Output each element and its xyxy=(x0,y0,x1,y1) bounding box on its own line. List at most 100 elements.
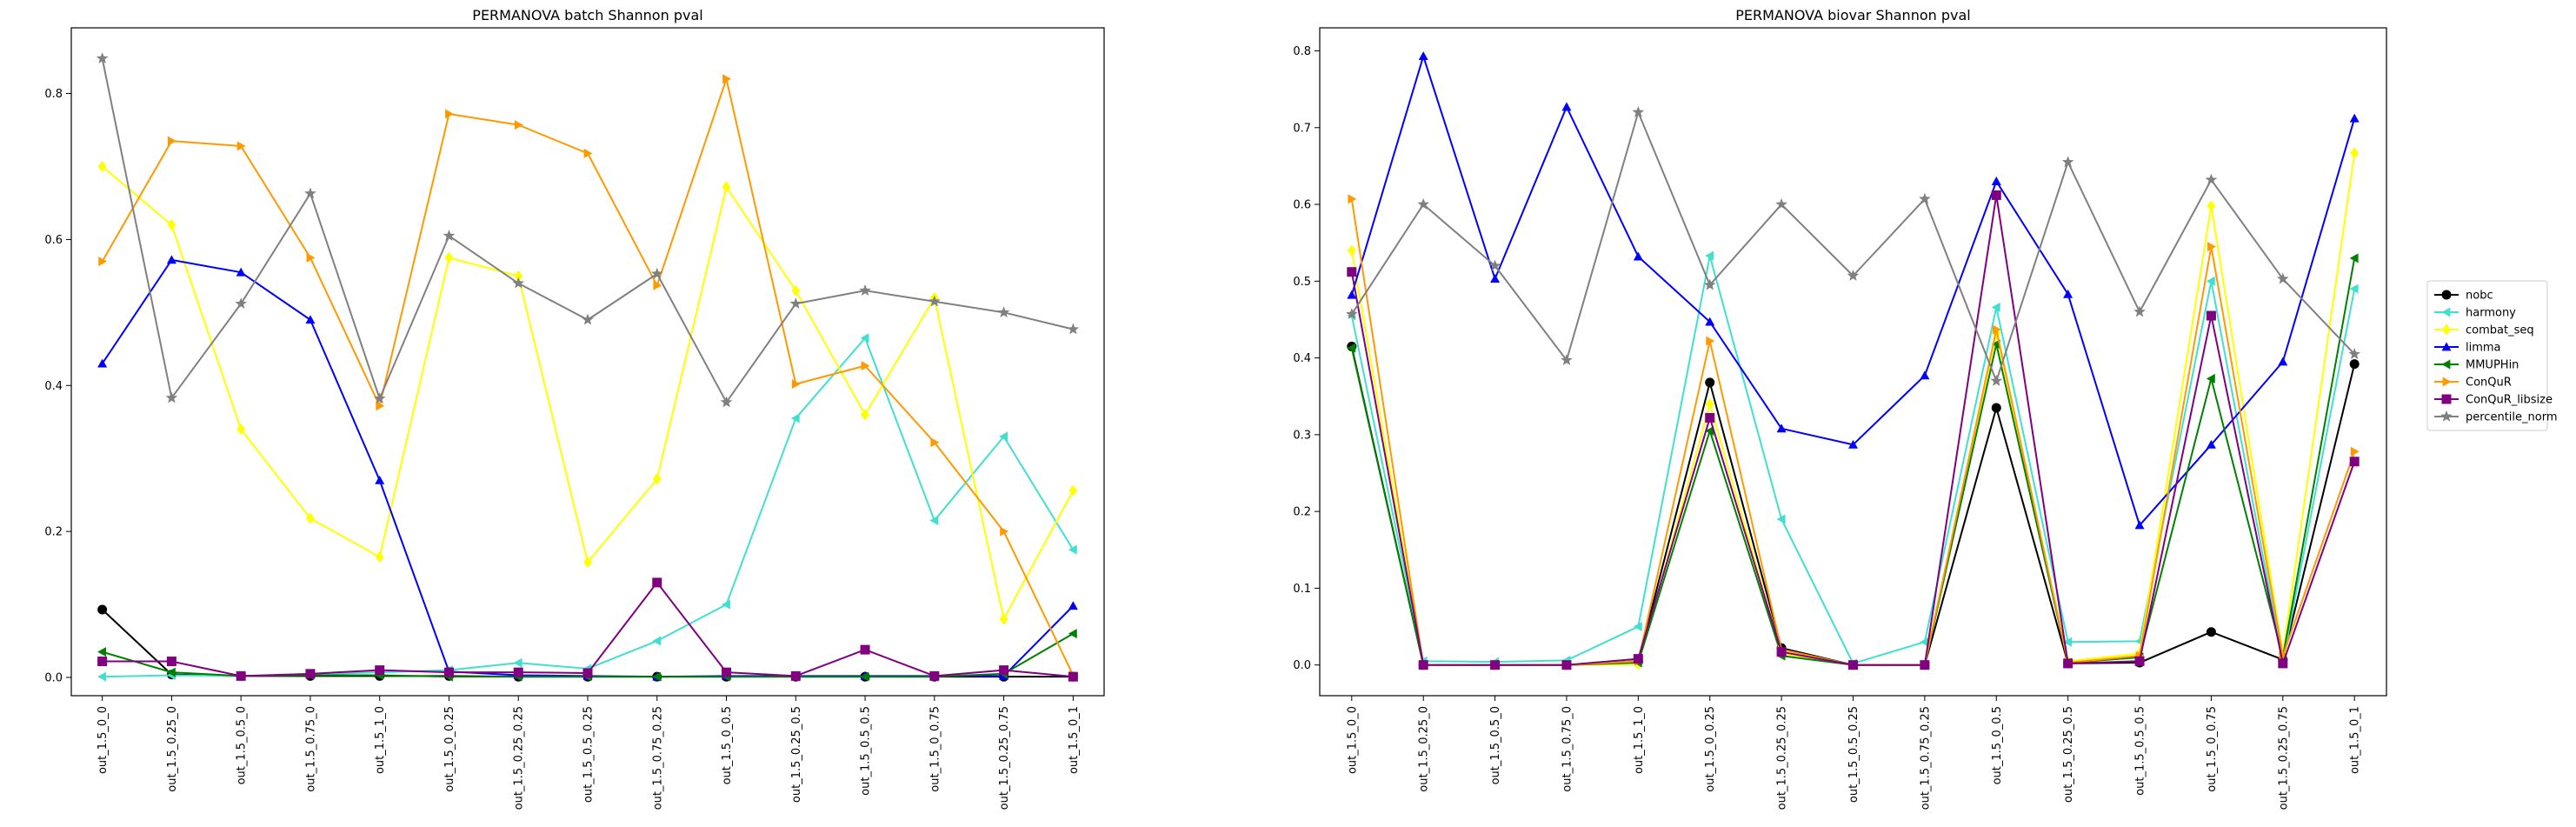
plot2-series-conqur-libsize xyxy=(1347,190,2360,670)
plot1-point-conqur xyxy=(722,74,732,84)
plot1-xtick-label: out_1.5_0.5_0 xyxy=(236,706,249,784)
plot1-point-limma xyxy=(166,255,176,264)
plot2-point-percentile-norm xyxy=(1919,192,1931,204)
plot1-point-conqur xyxy=(376,401,385,411)
plot2-point-limma xyxy=(1490,274,1501,283)
plot2-ytick-label: 0.8 xyxy=(1293,45,1311,58)
plot1-point-limma xyxy=(236,267,246,277)
plot1-xtick-label: out_1.5_0.25_0.25 xyxy=(513,706,526,810)
plot2-point-conqur-libsize xyxy=(1490,660,1501,670)
plot2-point-harmony xyxy=(1705,250,1714,261)
plot1-xtick-label: out_1.5_0.75_0.25 xyxy=(651,706,664,810)
plot2-point-percentile-norm xyxy=(1346,308,1358,320)
plot2-point-conqur-libsize xyxy=(1347,267,1357,277)
plot2-xtick-label: out_1.5_0_0.5 xyxy=(1991,706,2004,784)
plot2-point-conqur-libsize xyxy=(2278,658,2288,669)
plot1-point-conqur xyxy=(653,280,662,290)
plot2-point-percentile-norm xyxy=(1417,197,1429,210)
plot1-line-combat-seq xyxy=(101,165,1075,620)
plot1-point-combat-seq xyxy=(305,512,315,524)
plot2-xtick-label: out_1.5_0.25_0.75 xyxy=(2277,706,2290,810)
plot1-point-percentile-norm xyxy=(650,267,663,279)
plot2-point-percentile-norm xyxy=(2061,156,2074,168)
plot1-point-conqur xyxy=(306,252,316,263)
plot2-xtick-label: out_1.5_0.25_0 xyxy=(1418,706,1431,792)
plot1-point-conqur-libsize xyxy=(929,670,940,681)
plot2-point-limma xyxy=(2134,520,2145,530)
plot2-xtick-label: out_1.5_0.25_0.5 xyxy=(2062,706,2075,803)
plot2-xtick-label: out_1.5_0_1 xyxy=(2349,706,2362,774)
plot2-ytick-label: 0.3 xyxy=(1293,429,1311,442)
plot1-point-combat-seq xyxy=(97,160,107,173)
plot2-point-harmony xyxy=(1991,302,2000,312)
plot1-xtick-label: out_1.5_0_0.25 xyxy=(443,706,456,792)
plot1-point-harmony xyxy=(97,671,107,682)
legend-label: MMUPHin xyxy=(2466,359,2519,372)
plot2-point-limma xyxy=(1347,290,1357,299)
plot1-point-combat-seq xyxy=(861,409,870,421)
plot2-line-harmony xyxy=(1350,255,2356,664)
plot1-point-percentile-norm xyxy=(96,52,109,64)
plot2-point-conqur-libsize xyxy=(1633,654,1643,664)
plot1-point-combat-seq xyxy=(652,473,662,485)
plot2-point-percentile-norm xyxy=(2277,272,2289,284)
plot1-line-limma xyxy=(101,258,1075,678)
plot1-xtick-label: out_1.5_0_0.5 xyxy=(721,706,734,784)
plot2-point-percentile-norm xyxy=(2205,173,2218,185)
plot2-point-conqur-libsize xyxy=(1920,660,1930,670)
plot2-ytick-label: 0.4 xyxy=(1293,352,1311,365)
plot2-series-limma xyxy=(1347,51,2360,530)
plot1-point-combat-seq xyxy=(375,550,384,564)
legend-label: combat_seq xyxy=(2466,324,2534,337)
legend-entry-limma: limma xyxy=(2434,342,2501,355)
plot1-point-conqur xyxy=(930,437,940,448)
plot1-point-harmony xyxy=(652,636,662,646)
plot1-point-conqur-libsize xyxy=(97,657,108,667)
plot1-point-conqur xyxy=(1000,526,1009,537)
plot1-xtick-label: out_1.5_0.75_0 xyxy=(304,706,317,792)
plot1-point-combat-seq xyxy=(236,424,246,436)
plot1-point-conqur-libsize xyxy=(1068,671,1078,682)
plot2-point-conqur xyxy=(2207,242,2216,252)
plot2-point-mmuphin xyxy=(1347,343,1356,353)
legend-entry-mmuphin: MMUPHin xyxy=(2434,359,2519,372)
plot1-point-conqur xyxy=(861,361,870,371)
plot1-point-harmony xyxy=(790,413,800,424)
plot2-point-limma xyxy=(1633,251,1643,261)
plot1-point-harmony xyxy=(860,333,869,343)
plot2-ytick-label: 0.1 xyxy=(1293,583,1311,596)
legend-marker xyxy=(2442,377,2452,387)
plot2-point-conqur-libsize xyxy=(1848,660,1858,670)
plot2-line-conqur-libsize xyxy=(1350,194,2356,666)
plot1-point-conqur-libsize xyxy=(443,667,454,677)
legend-marker xyxy=(2441,359,2451,370)
plot2-point-mmuphin xyxy=(1991,339,2000,350)
plot1-title: PERMANOVA batch Shannon pval xyxy=(472,7,702,23)
plot1-point-mmuphin xyxy=(652,671,662,682)
plot1-point-percentile-norm xyxy=(582,313,594,325)
plot1-point-combat-seq xyxy=(1068,484,1078,497)
plot1-point-mmuphin xyxy=(860,671,869,682)
plot2-point-combat-seq xyxy=(2207,200,2216,212)
plot2-point-limma xyxy=(1705,317,1715,326)
plot1-point-conqur-libsize xyxy=(652,577,662,588)
plot2-point-combat-seq xyxy=(1347,244,1356,257)
plot2-xtick-label: out_1.5_1_0 xyxy=(1633,706,1646,774)
plot1-point-percentile-norm xyxy=(235,297,247,310)
legend-entry-conqur-libsize: ConQuR_libsize xyxy=(2434,394,2553,407)
legend-label: percentile_norm xyxy=(2466,411,2558,424)
plot2-ytick-label: 0.0 xyxy=(1293,659,1311,672)
plot1-point-mmuphin xyxy=(97,647,107,657)
plot1-point-limma xyxy=(1068,601,1078,610)
plot2-ytick-label: 0.6 xyxy=(1293,199,1311,212)
plot2-point-percentile-norm xyxy=(1561,354,1573,366)
plot2-point-nobc xyxy=(1991,403,2001,413)
legend-label: nobc xyxy=(2466,290,2493,303)
plot2-point-nobc xyxy=(1705,377,1715,388)
plot1-xtick-label: out_1.5_0_0.75 xyxy=(929,706,942,792)
legend-entry-combat-seq: combat_seq xyxy=(2434,323,2534,337)
plot1-series-harmony xyxy=(97,333,1077,682)
plot1-point-conqur-libsize xyxy=(860,644,870,655)
plot1-series-percentile-norm xyxy=(96,52,1080,408)
